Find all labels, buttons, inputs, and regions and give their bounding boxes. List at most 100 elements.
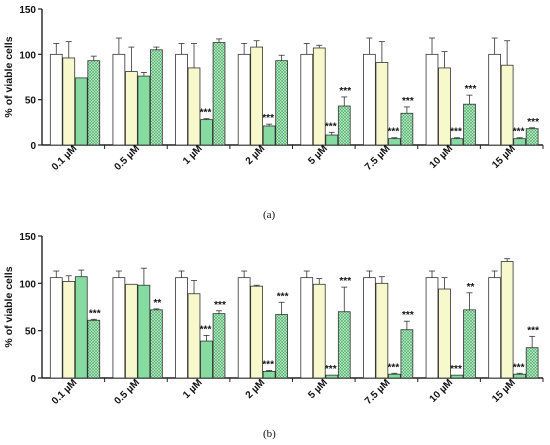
bar-light_yellow xyxy=(500,64,514,146)
bar-green xyxy=(513,138,526,146)
bar-light_yellow xyxy=(438,67,451,146)
y-tick-label: 100 xyxy=(19,279,36,290)
bar-green_hatched xyxy=(463,309,476,379)
bar-green_hatched xyxy=(275,60,288,146)
bar-green xyxy=(262,125,276,146)
bar-white xyxy=(488,53,501,146)
bar-light_yellow xyxy=(250,46,263,146)
significance-label: *** xyxy=(262,359,274,370)
significance-label: *** xyxy=(513,127,525,138)
x-tick-label: 0.1 µM xyxy=(50,377,80,407)
y-tick-label: 50 xyxy=(25,96,37,107)
bar-white xyxy=(300,53,314,146)
bar-light_yellow xyxy=(125,283,138,379)
significance-label: *** xyxy=(402,310,414,321)
bar-green xyxy=(325,374,339,379)
x-tick-label: 7.5 µM xyxy=(363,377,393,407)
bar-light_yellow xyxy=(375,282,389,379)
x-tick-label: 5 µM xyxy=(306,143,330,167)
bar-green xyxy=(200,340,213,379)
x-tick-label: 1 µM xyxy=(181,143,205,167)
significance-label: *** xyxy=(402,96,414,107)
bar-light_yellow xyxy=(125,71,138,146)
bar-green xyxy=(74,77,88,146)
x-tick-label: 10 µM xyxy=(428,143,456,171)
bar-green_hatched xyxy=(337,105,351,146)
significance-label: *** xyxy=(262,113,274,124)
significance-label: *** xyxy=(339,276,351,287)
bar-white xyxy=(363,277,376,379)
bar-green_hatched xyxy=(275,314,288,379)
significance-label: *** xyxy=(214,300,226,311)
bar-white xyxy=(488,277,501,379)
bar-green_hatched xyxy=(87,60,101,146)
x-tick-label: 0.1 µM xyxy=(50,143,80,173)
bar-green xyxy=(513,373,526,379)
bar-green_hatched xyxy=(463,103,476,146)
bar-light_yellow xyxy=(312,283,326,379)
significance-label: *** xyxy=(200,108,212,119)
bar-green xyxy=(450,138,464,146)
significance-label: *** xyxy=(325,121,337,132)
x-tick-label: 15 µM xyxy=(490,377,518,405)
y-tick-label: 0 xyxy=(30,374,36,385)
bar-light_yellow xyxy=(62,57,76,146)
y-tick-label: 150 xyxy=(19,232,36,243)
significance-label: *** xyxy=(89,308,101,319)
bar-green_hatched xyxy=(212,313,226,379)
significance-label: ** xyxy=(153,298,161,309)
significance-label: *** xyxy=(339,86,351,97)
bar-light_yellow xyxy=(438,288,451,379)
bar-green_hatched xyxy=(150,49,163,146)
bar-white xyxy=(175,53,188,146)
bar-green xyxy=(388,373,401,379)
x-tick-label: 5 µM xyxy=(306,377,330,401)
y-tick-label: 100 xyxy=(19,50,36,61)
bar-white xyxy=(425,277,439,379)
bar-light_yellow xyxy=(187,293,201,379)
bar-white xyxy=(112,277,126,379)
significance-label: *** xyxy=(527,325,539,336)
bar-green xyxy=(262,370,276,379)
bar-white xyxy=(49,277,63,379)
bar-white xyxy=(175,277,188,379)
significance-label: *** xyxy=(450,127,462,138)
significance-label: *** xyxy=(513,362,525,373)
bar-green xyxy=(325,134,339,146)
bar-light_yellow xyxy=(312,47,326,146)
bar-green_hatched xyxy=(212,42,226,146)
significance-label: *** xyxy=(527,117,539,128)
y-axis-title: % of viable cells xyxy=(3,266,15,347)
bar-green xyxy=(388,138,401,146)
bar-light_yellow xyxy=(187,67,201,146)
bar-light_yellow xyxy=(500,261,514,379)
bar-white xyxy=(363,53,376,146)
bar-white xyxy=(112,53,126,146)
significance-label: ** xyxy=(467,282,475,293)
bar-green_hatched xyxy=(87,319,101,379)
x-tick-label: 0.5 µM xyxy=(113,377,143,407)
bar-white xyxy=(237,277,251,379)
bar-green xyxy=(450,374,464,379)
bar-light_yellow xyxy=(375,62,389,146)
bar-white xyxy=(49,53,63,146)
bar-light_yellow xyxy=(62,281,76,379)
bar-green xyxy=(137,284,151,379)
bar-green xyxy=(74,276,88,379)
bar-green_hatched xyxy=(337,311,351,379)
y-tick-label: 50 xyxy=(25,327,37,338)
chart-panel-a: 0 50 100 150 % of viable cells 0.1 µM 0.5 µM **… xyxy=(3,5,544,173)
y-tick-label: 0 xyxy=(30,141,36,152)
significance-label: *** xyxy=(465,84,477,95)
y-tick-label: 150 xyxy=(19,5,36,16)
x-tick-label: 0.5 µM xyxy=(113,143,143,173)
significance-label: *** xyxy=(200,324,212,335)
bar-white xyxy=(300,277,314,379)
y-axis-title: % of viable cells xyxy=(3,36,15,117)
bar-white xyxy=(425,53,439,146)
bar-green xyxy=(200,119,213,146)
x-tick-label: 10 µM xyxy=(428,377,456,405)
significance-label: *** xyxy=(277,291,289,302)
x-tick-label: 7.5 µM xyxy=(363,143,393,173)
